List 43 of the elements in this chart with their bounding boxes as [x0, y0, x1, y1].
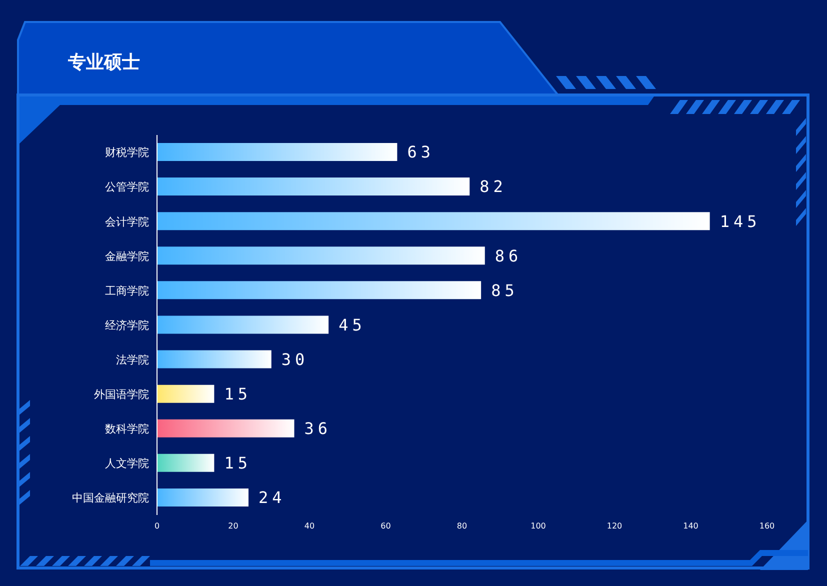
y-tick-label: 中国金融研究院	[72, 492, 149, 505]
bar	[157, 384, 214, 403]
bar	[157, 350, 272, 368]
data-label: 24	[258, 488, 286, 508]
data-label: 85	[491, 280, 518, 300]
y-tick-label: 财税学院	[105, 146, 149, 160]
data-label: 15	[224, 454, 252, 473]
data-label: 82	[480, 177, 507, 196]
data-label: 15	[224, 384, 252, 404]
data-label: 145	[720, 212, 761, 231]
y-tick-label: 金融学院	[105, 250, 149, 263]
bar	[157, 143, 398, 161]
y-tick-label: 工商学院	[105, 284, 149, 298]
data-label: 30	[281, 350, 309, 369]
x-tick-label: 160	[759, 522, 775, 531]
bar	[157, 454, 214, 472]
x-tick-label: 20	[228, 522, 238, 531]
data-label: 86	[494, 246, 522, 266]
x-tick-label: 120	[606, 522, 622, 531]
y-tick-label: 数科学院	[105, 422, 149, 436]
bar	[157, 246, 485, 265]
bar	[157, 178, 470, 196]
x-tick-label: 40	[304, 522, 315, 531]
data-label: 45	[338, 315, 366, 334]
chart-title: 专业硕士	[68, 51, 140, 74]
data-label: 63	[407, 142, 434, 162]
x-tick-label: 0	[154, 522, 160, 531]
x-tick-label: 100	[530, 522, 546, 531]
data-label: 36	[304, 419, 332, 438]
bar	[157, 281, 482, 300]
x-tick-label: 60	[380, 522, 391, 531]
x-tick-label: 140	[683, 522, 698, 531]
y-tick-label: 人文学院	[105, 457, 149, 470]
y-tick-label: 会计学院	[105, 215, 149, 228]
bar	[157, 316, 329, 334]
bar	[157, 212, 710, 230]
bar	[157, 488, 248, 506]
x-tick-label: 80	[456, 522, 468, 531]
y-tick-label: 公管学院	[105, 180, 149, 194]
y-tick-label: 法学院	[116, 353, 149, 366]
y-tick-label: 外国语学院	[94, 388, 149, 401]
bar	[157, 419, 294, 438]
y-tick-label: 经济学院	[105, 318, 149, 332]
